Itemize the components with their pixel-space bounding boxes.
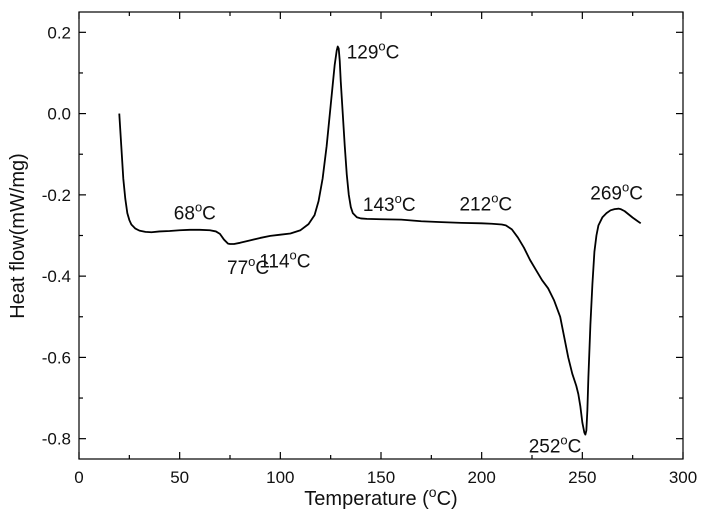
x-tick-label: 50 — [170, 468, 189, 487]
x-tick-label: 150 — [367, 468, 395, 487]
x-axis-title: Temperature (oC) — [304, 484, 457, 510]
peak-label: 252oC — [529, 433, 582, 458]
plot-frame — [78, 11, 684, 460]
axis-tick-labels: 0 50 100 150 200 250 300 -0.8 -0.6 -0.4 -0.2 0.0 0.2 — [42, 23, 697, 487]
peak-label: 212oC — [459, 190, 512, 215]
peak-label: 269oC — [590, 180, 643, 205]
peak-label: 68oC — [174, 199, 216, 224]
axis-ticks — [78, 12, 684, 459]
y-axis-title: Heat flow(mW/mg) — [7, 153, 29, 319]
y-tick-label: -0.8 — [42, 430, 71, 449]
peak-label: 114oC — [259, 248, 310, 273]
y-tick-label: -0.4 — [42, 267, 71, 286]
x-tick-label: 250 — [568, 468, 596, 487]
peak-label: 143oC — [363, 191, 416, 216]
x-tick-label: 300 — [669, 468, 697, 487]
x-tick-label: 0 — [74, 468, 83, 487]
heat-flow-line — [118, 45, 642, 436]
y-tick-label: 0.0 — [47, 105, 71, 124]
y-tick-label: -0.2 — [42, 186, 71, 205]
x-tick-label: 100 — [266, 468, 294, 487]
peak-label: 129oC — [347, 39, 400, 64]
y-tick-label: -0.6 — [42, 348, 71, 367]
y-tick-label: 0.2 — [47, 23, 71, 42]
peak-label: 77oC — [227, 254, 269, 279]
x-tick-label: 200 — [467, 468, 495, 487]
